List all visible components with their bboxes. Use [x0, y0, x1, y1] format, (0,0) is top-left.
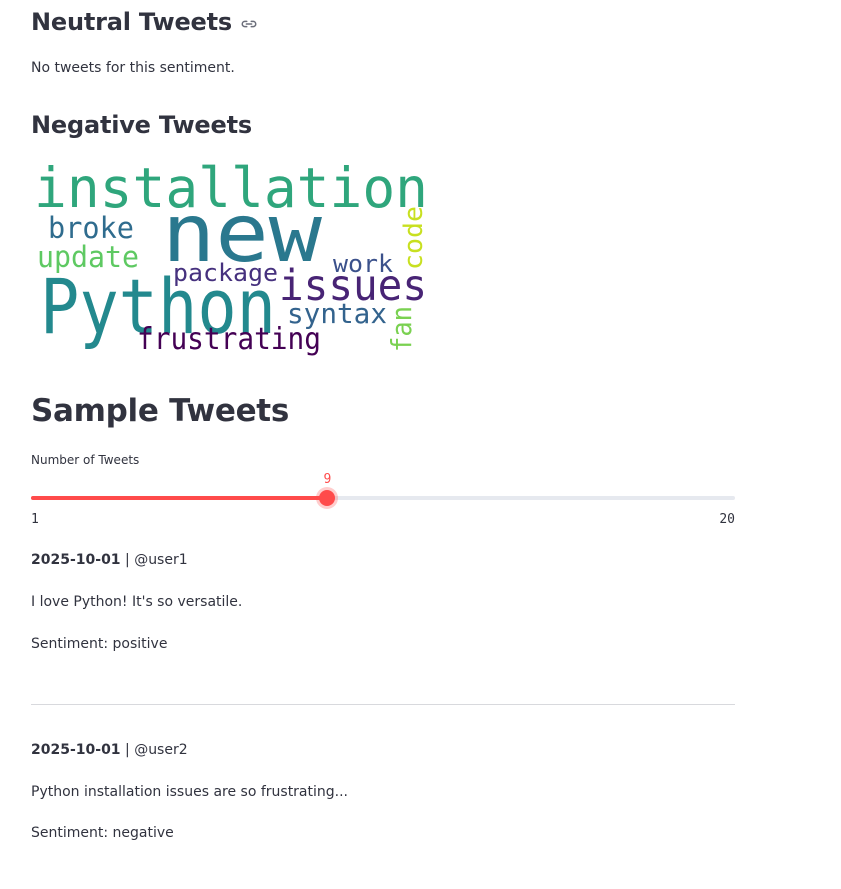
- wordcloud-word-issues: issues: [279, 261, 427, 311]
- slider-min-label: 1: [31, 512, 39, 527]
- tweet-2-user: @user2: [134, 742, 188, 758]
- slider-label: Number of Tweets: [31, 453, 140, 467]
- wordcloud-word-installation: installation: [34, 156, 428, 220]
- slider-fill: [31, 496, 328, 500]
- wordcloud-word-new: new: [162, 187, 323, 280]
- slider-current-value: 9: [323, 472, 332, 487]
- wordcloud-word-update: update: [37, 240, 139, 274]
- tweet-1-separator: |: [120, 552, 135, 568]
- link-icon[interactable]: [240, 15, 258, 33]
- negative-wordcloud-image: installation new Python issues broke upd…: [34, 156, 429, 357]
- neutral-empty-message: No tweets for this sentiment.: [31, 60, 235, 76]
- neutral-tweets-heading: Neutral Tweets: [31, 7, 258, 37]
- tweet-2-date: 2025-10-01: [31, 742, 121, 758]
- tweet-2-meta: 2025-10-01 | @user2: [31, 740, 188, 760]
- negative-tweets-title: Negative Tweets: [31, 111, 252, 139]
- wordcloud-word-broke: broke: [48, 211, 134, 245]
- wordcloud-word-python: Python: [40, 262, 276, 351]
- tweet-count-slider-track[interactable]: 9: [31, 472, 735, 506]
- wordcloud-word-fan: fan: [385, 306, 418, 352]
- tweet-1-user: @user1: [134, 552, 188, 568]
- sample-tweets-title: Sample Tweets: [31, 393, 289, 429]
- tweet-1-meta: 2025-10-01 | @user1: [31, 550, 188, 570]
- tweet-divider: [31, 704, 735, 705]
- tweet-2-separator: |: [120, 742, 135, 758]
- tweet-2-text: Python installation issues are so frustr…: [31, 784, 349, 800]
- wordcloud-word-frustrating: frustrating: [137, 322, 321, 357]
- negative-tweets-heading: Negative Tweets: [31, 110, 252, 140]
- wordcloud-word-package: package: [173, 259, 278, 287]
- slider-max-label: 20: [719, 512, 735, 527]
- neutral-tweets-title: Neutral Tweets: [31, 8, 232, 36]
- tweet-1-date: 2025-10-01: [31, 552, 121, 568]
- sample-tweets-heading: Sample Tweets: [31, 391, 289, 431]
- tweet-1-text: I love Python! It's so versatile.: [31, 594, 243, 610]
- tweet-2-sentiment: Sentiment: negative: [31, 825, 174, 841]
- wordcloud-word-code: code: [399, 206, 429, 270]
- wordcloud-word-work: work: [333, 250, 394, 278]
- tweet-1-sentiment: Sentiment: positive: [31, 636, 168, 652]
- slider-thumb[interactable]: [319, 490, 336, 506]
- wordcloud-word-syntax: syntax: [287, 297, 387, 330]
